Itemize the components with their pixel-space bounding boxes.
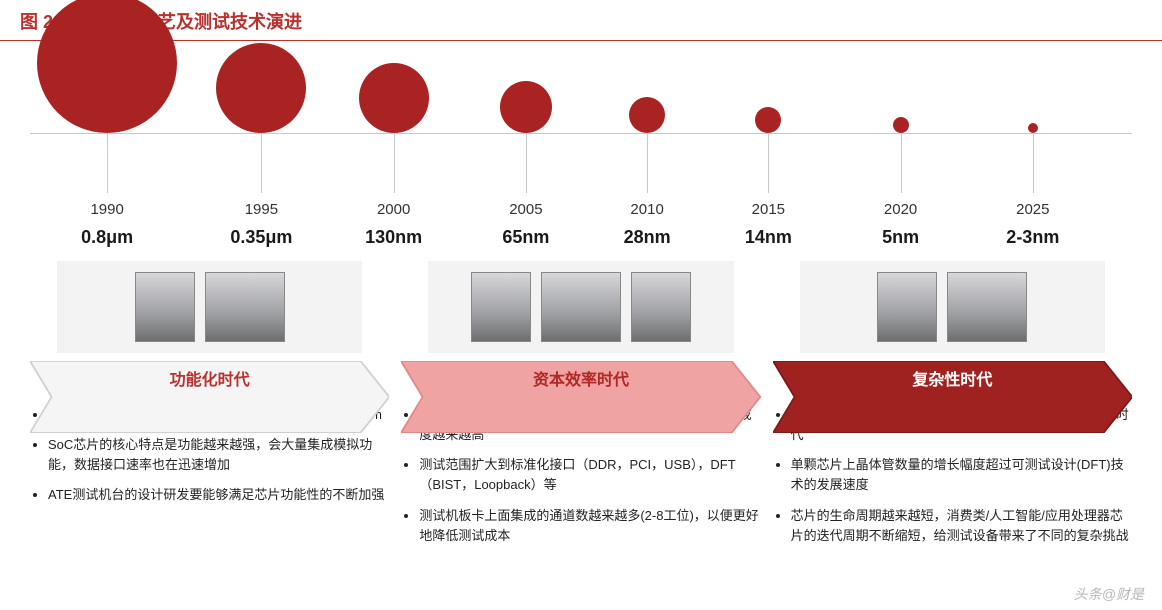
process-node-bubble [37, 0, 177, 133]
bullet-item: ATE测试机台的设计研发要能够满足芯片功能性的不断加强 [48, 485, 389, 505]
process-node-bubble [359, 63, 429, 133]
timeline-node: 201028nm [646, 51, 648, 251]
timeline-stem [394, 133, 395, 193]
timeline-stem [261, 133, 262, 193]
timeline-process: 0.8μm [81, 227, 133, 248]
timeline-node: 201514nm [767, 51, 769, 251]
timeline-stem [647, 133, 648, 193]
era-header: 资本效率时代 [401, 361, 760, 395]
timeline-node: 20252-3nm [1032, 51, 1034, 251]
eras-row: 功能化时代CMOS工艺蓬勃发展，工艺水平主要集中在0.35μm/130nmSoC… [30, 261, 1132, 556]
era-equipment-images [57, 261, 362, 353]
timeline-stem [526, 133, 527, 193]
era-column: 功能化时代CMOS工艺蓬勃发展，工艺水平主要集中在0.35μm/130nmSoC… [30, 261, 389, 556]
equipment-icon [947, 272, 1027, 342]
timeline-year: 2000 [377, 201, 410, 218]
timeline-node: 19900.8μm [106, 51, 108, 251]
timeline: 19900.8μm19950.35μm2000130nm200565nm2010… [30, 51, 1132, 251]
timeline-process: 130nm [365, 227, 422, 248]
equipment-icon [471, 272, 531, 342]
timeline-process: 5nm [882, 227, 919, 248]
timeline-stem [107, 133, 108, 193]
timeline-process: 65nm [502, 227, 549, 248]
timeline-year: 1995 [245, 201, 278, 218]
timeline-year: 2005 [509, 201, 542, 218]
process-node-bubble [629, 97, 665, 133]
process-node-bubble [893, 117, 909, 133]
timeline-node: 2000130nm [393, 51, 395, 251]
era-column: 资本效率时代工艺从130nm不断演进到14nm，芯片尺寸越来越小，集成度越来越高… [401, 261, 760, 556]
timeline-node: 20205nm [900, 51, 902, 251]
timeline-process: 14nm [745, 227, 792, 248]
bullet-item: 芯片的生命周期越来越短，消费类/人工智能/应用处理器芯片的迭代周期不断缩短，给测… [791, 506, 1132, 546]
equipment-icon [631, 272, 691, 342]
timeline-process: 28nm [624, 227, 671, 248]
era-equipment-images [800, 261, 1105, 353]
watermark: 头条@财是 [1074, 584, 1144, 604]
timeline-year: 2015 [752, 201, 785, 218]
equipment-icon [877, 272, 937, 342]
timeline-node: 200565nm [525, 51, 527, 251]
timeline-stem [901, 133, 902, 193]
timeline-year: 1990 [90, 201, 123, 218]
bullet-item: 测试机板卡上面集成的通道数越来越多(2-8工位)，以便更好地降低测试成本 [419, 506, 760, 546]
timeline-year: 2020 [884, 201, 917, 218]
era-label: 资本效率时代 [533, 366, 629, 390]
era-header: 功能化时代 [30, 361, 389, 395]
timeline-axis [30, 133, 1132, 134]
bullet-item: SoC芯片的核心特点是功能越来越强，会大量集成模拟功能，数据接口速率也在迅速增加 [48, 435, 389, 475]
era-equipment-images [428, 261, 733, 353]
timeline-process: 0.35μm [230, 227, 292, 248]
era-header: 复杂性时代 [773, 361, 1132, 395]
process-node-bubble [755, 107, 781, 133]
process-node-bubble [500, 81, 552, 133]
timeline-year: 2025 [1016, 201, 1049, 218]
timeline-process: 2-3nm [1006, 227, 1059, 248]
era-label: 功能化时代 [170, 366, 250, 390]
era-column: 复杂性时代开始进入5nm时代，并很有可能在2025年全面进入2-3nm时代单颗芯… [773, 261, 1132, 556]
era-label: 复杂性时代 [912, 366, 992, 390]
timeline-year: 2010 [630, 201, 663, 218]
process-node-bubble [216, 43, 306, 133]
bullet-item: 单颗芯片上晶体管数量的增长幅度超过可测试设计(DFT)技术的发展速度 [791, 455, 1132, 495]
figure-title: 图 23： 半导体工艺及测试技术演进 [0, 0, 1162, 41]
timeline-node: 19950.35μm [260, 51, 262, 251]
process-node-bubble [1028, 123, 1038, 133]
timeline-stem [768, 133, 769, 193]
equipment-icon [205, 272, 285, 342]
bullet-item: 测试范围扩大到标准化接口（DDR，PCI，USB），DFT（BIST，Loopb… [419, 455, 760, 495]
equipment-icon [541, 272, 621, 342]
timeline-stem [1033, 133, 1034, 193]
equipment-icon [135, 272, 195, 342]
